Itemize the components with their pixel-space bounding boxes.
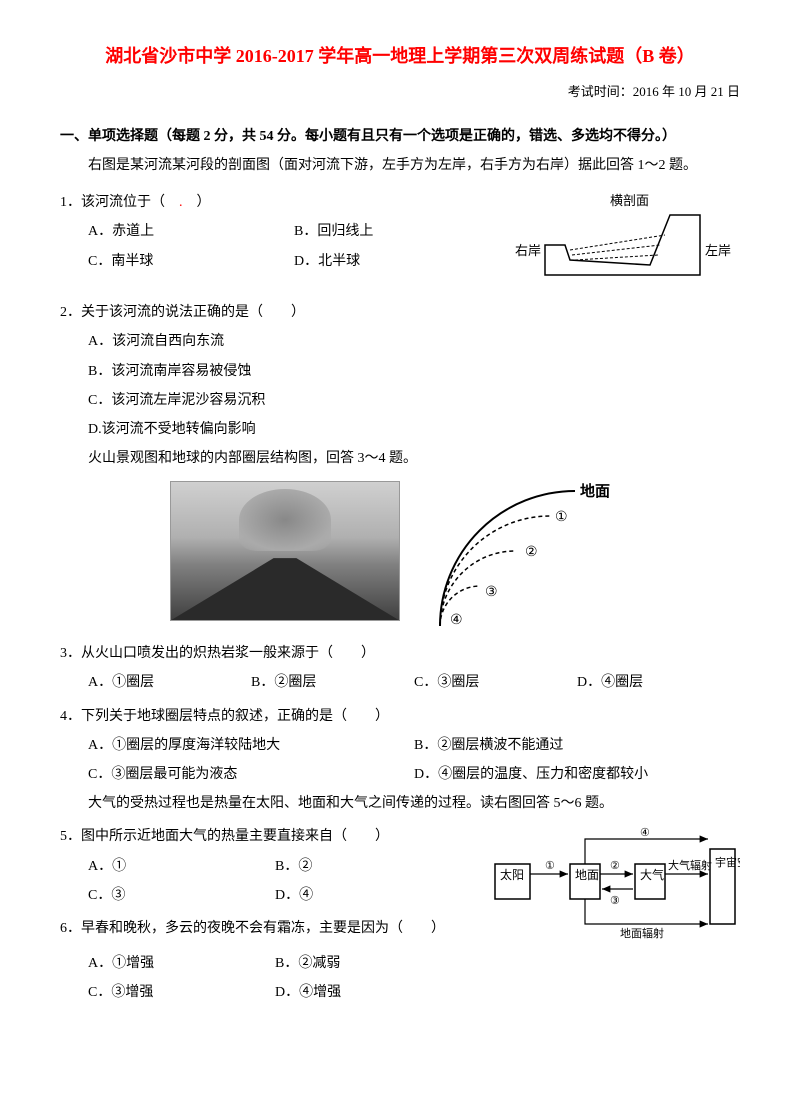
option-d: D．④圈层	[577, 670, 740, 695]
option-b: B．回归线上	[294, 219, 500, 244]
question-text: 1．该河流位于（ . ）	[60, 190, 740, 215]
question-text: 2．关于该河流的说法正确的是（ ）	[60, 300, 740, 325]
option-b: B．该河流南岸容易被侵蚀	[88, 359, 740, 384]
option-d: D．④	[275, 883, 462, 908]
question-3: 3．从火山口喷发出的炽热岩浆一般来源于（ ） A．①圈层 B．②圈层 C．③圈层…	[60, 641, 740, 695]
question-text: 4．下列关于地球圈层特点的叙述，正确的是（ ）	[60, 704, 740, 729]
svg-text:④: ④	[450, 613, 463, 628]
question-text: 5．图中所示近地面大气的热量主要直接来自（ ）	[60, 824, 740, 849]
svg-text:③: ③	[485, 585, 498, 600]
option-d: D．④增强	[275, 980, 462, 1005]
option-a: A．该河流自西向东流	[88, 329, 740, 354]
option-c: C．③增强	[88, 980, 275, 1005]
svg-text:地面: 地面	[580, 482, 610, 500]
question-6: 6．早春和晚秋，多云的夜晚不会有霜冻，主要是因为（ ） A．①增强 B．②减弱 …	[60, 916, 740, 1006]
option-b: B．②圈层横波不能通过	[414, 733, 740, 758]
option-a: A．①增强	[88, 951, 275, 976]
option-b: B．②	[275, 854, 462, 879]
option-d: D．北半球	[294, 249, 500, 274]
option-d: D.该河流不受地转偏向影响	[88, 417, 740, 442]
earth-layers-diagram: 地面 ① ② ③ ④	[430, 481, 630, 631]
question-1: 1．该河流位于（ . ） A．赤道上 B．回归线上 C．南半球 D．北半球	[60, 190, 740, 274]
option-a: A．①	[88, 854, 275, 879]
exam-date: 考试时间：2016 年 10 月 21 日	[60, 80, 740, 103]
question-text: 6．早春和晚秋，多云的夜晚不会有霜冻，主要是因为（ ）	[60, 916, 740, 941]
svg-text:②: ②	[525, 545, 538, 560]
option-a: A．①圈层的厚度海洋较陆地大	[88, 733, 414, 758]
question-text: 3．从火山口喷发出的炽热岩浆一般来源于（ ）	[60, 641, 740, 666]
instruction-56: 大气的受热过程也是热量在太阳、地面和大气之间传递的过程。读右图回答 5～6 题。	[88, 791, 740, 816]
option-c: C．南半球	[88, 249, 294, 274]
option-c: C．该河流左岸泥沙容易沉积	[88, 388, 740, 413]
section-instruction: 右图是某河流某河段的剖面图（面对河流下游，左手方为左岸，右手方为右岸）据此回答 …	[88, 153, 740, 178]
question-5: 5．图中所示近地面大气的热量主要直接来自（ ） A．① B．② C．③ D．④	[60, 824, 740, 908]
section-header: 一、单项选择题（每题 2 分，共 54 分。每小题有且只有一个选项是正确的，错选…	[60, 124, 740, 149]
question-4: 4．下列关于地球圈层特点的叙述，正确的是（ ） A．①圈层的厚度海洋较陆地大 B…	[60, 704, 740, 817]
option-a: A．①圈层	[88, 670, 251, 695]
svg-text:①: ①	[555, 510, 568, 525]
instruction-34: 火山景观图和地球的内部圈层结构图，回答 3～4 题。	[88, 446, 740, 471]
option-c: C．③	[88, 883, 275, 908]
red-marker-icon: .	[165, 195, 197, 210]
option-b: B．②圈层	[251, 670, 414, 695]
question-2: 2．关于该河流的说法正确的是（ ） A．该河流自西向东流 B．该河流南岸容易被侵…	[60, 300, 740, 471]
exam-title: 湖北省沙市中学 2016-2017 学年高一地理上学期第三次双周练试题（B 卷）	[60, 40, 740, 72]
option-a: A．赤道上	[88, 219, 294, 244]
option-c: C．③圈层	[414, 670, 577, 695]
option-d: D．④圈层的温度、压力和密度都较小	[414, 762, 740, 787]
option-c: C．③圈层最可能为液态	[88, 762, 414, 787]
volcano-image	[170, 481, 400, 621]
option-b: B．②减弱	[275, 951, 462, 976]
